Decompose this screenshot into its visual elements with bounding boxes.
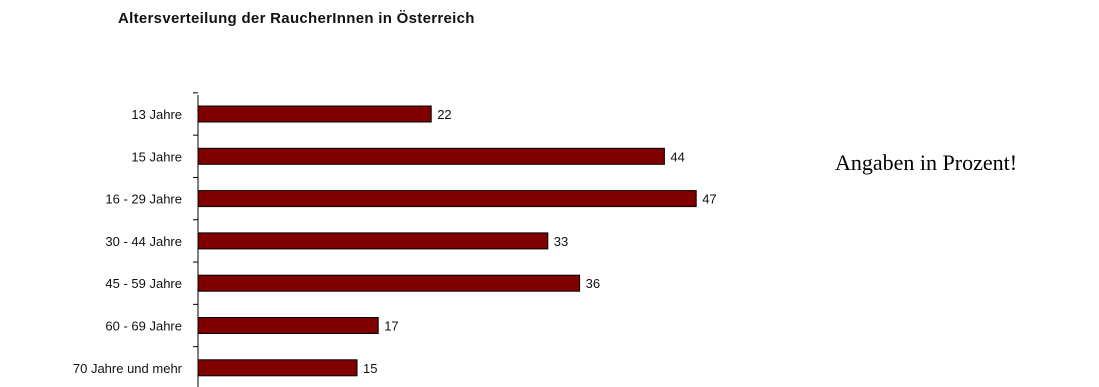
bar [197, 190, 697, 208]
category-label: 13 Jahre [131, 107, 182, 122]
category-label: 60 - 69 Jahre [105, 319, 182, 334]
bar [197, 147, 665, 165]
category-label: 30 - 44 Jahre [105, 234, 182, 249]
unit-note: Angaben in Prozent! [835, 150, 1018, 175]
chart-bars [197, 105, 697, 377]
chart-title: Altersverteilung der RaucherInnen in Öst… [118, 10, 475, 27]
value-label: 36 [586, 276, 600, 291]
value-label: 15 [363, 361, 377, 376]
category-label: 15 Jahre [131, 149, 182, 164]
value-label: 17 [384, 319, 398, 334]
bar [197, 232, 549, 250]
value-label: 44 [670, 149, 684, 164]
bar [197, 105, 432, 123]
bar [197, 317, 379, 334]
value-label: 33 [554, 234, 568, 249]
bar [197, 359, 358, 377]
category-label: 45 - 59 Jahre [105, 276, 182, 291]
chart-axis [193, 92, 199, 387]
value-label: 47 [702, 192, 716, 207]
category-label: 70 Jahre und mehr [73, 361, 183, 376]
value-label: 22 [437, 107, 451, 122]
category-label: 16 - 29 Jahre [105, 192, 182, 207]
chart-labels: 13 Jahre 22 15 Jahre 44 16 - 29 Jahre 47 30 - … [73, 107, 717, 376]
bar [197, 274, 581, 292]
